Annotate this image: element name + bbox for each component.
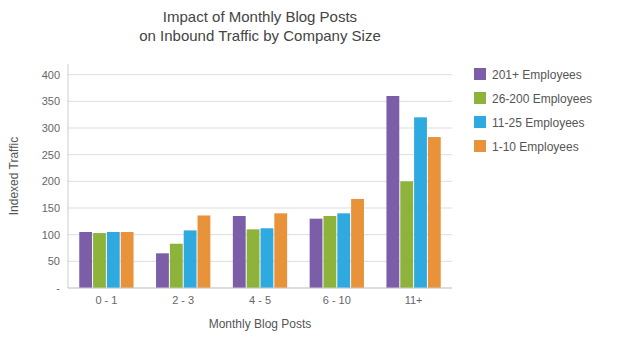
legend-label: 1-10 Employees xyxy=(492,140,579,154)
legend-label: 201+ Employees xyxy=(492,68,582,82)
y-tick-label: 400 xyxy=(42,69,60,81)
bar xyxy=(414,117,427,288)
y-tick-label: 50 xyxy=(48,255,60,267)
x-axis-line xyxy=(68,288,452,289)
bar xyxy=(310,219,323,288)
x-tick-label: 6 - 10 xyxy=(323,294,351,306)
bar xyxy=(156,253,169,288)
y-tick-label: 250 xyxy=(42,149,60,161)
bar xyxy=(247,229,260,288)
x-tick-label: 2 - 3 xyxy=(172,294,194,306)
bar xyxy=(428,137,441,288)
legend-swatch xyxy=(474,140,486,152)
grid-line xyxy=(68,288,452,289)
y-tick-label: 300 xyxy=(42,122,60,134)
bar xyxy=(400,181,413,288)
bars xyxy=(79,96,440,288)
legend: 201+ Employees 26-200 Employees 11-25 Empl… xyxy=(474,68,592,154)
bar xyxy=(274,213,287,288)
bar xyxy=(107,232,120,288)
title-line: on Inbound Traffic by Company Size xyxy=(139,27,381,44)
bar xyxy=(323,216,336,288)
bar xyxy=(198,215,211,288)
legend-swatch xyxy=(474,68,486,80)
legend-label: 26-200 Employees xyxy=(492,92,592,106)
chart-title: Impact of Monthly Blog Posts on Inbound T… xyxy=(139,8,381,44)
y-tick-label: - xyxy=(56,282,60,294)
y-tick-label: 100 xyxy=(42,229,60,241)
y-axis-label: Indexed Traffic xyxy=(7,137,21,216)
y-tick-label: 200 xyxy=(42,175,60,187)
bar xyxy=(233,216,246,288)
legend-label: 11-25 Employees xyxy=(492,116,585,130)
x-axis-label: Monthly Blog Posts xyxy=(209,317,312,331)
bar xyxy=(79,232,92,288)
bar xyxy=(261,228,274,288)
y-tick-label: 150 xyxy=(42,202,60,214)
bar xyxy=(93,233,106,288)
x-tick-label: 11+ xyxy=(405,294,423,306)
y-tick-label: 350 xyxy=(42,95,60,107)
legend-swatch xyxy=(474,92,486,104)
bar xyxy=(121,232,134,288)
grid xyxy=(68,75,452,288)
bar xyxy=(170,244,183,288)
chart-container: Impact of Monthly Blog Posts on Inbound T… xyxy=(0,0,623,343)
bar xyxy=(184,230,197,288)
bar xyxy=(386,96,399,288)
chart-svg: Impact of Monthly Blog Posts on Inbound T… xyxy=(0,0,623,343)
legend-swatch xyxy=(474,116,486,128)
bar xyxy=(351,199,364,288)
title-line: Impact of Monthly Blog Posts xyxy=(163,8,357,25)
grid-line xyxy=(68,74,452,75)
y-axis-line xyxy=(68,64,69,288)
bar xyxy=(337,213,350,288)
x-tick-label: 0 - 1 xyxy=(95,294,117,306)
x-tick-label: 4 - 5 xyxy=(249,294,271,306)
